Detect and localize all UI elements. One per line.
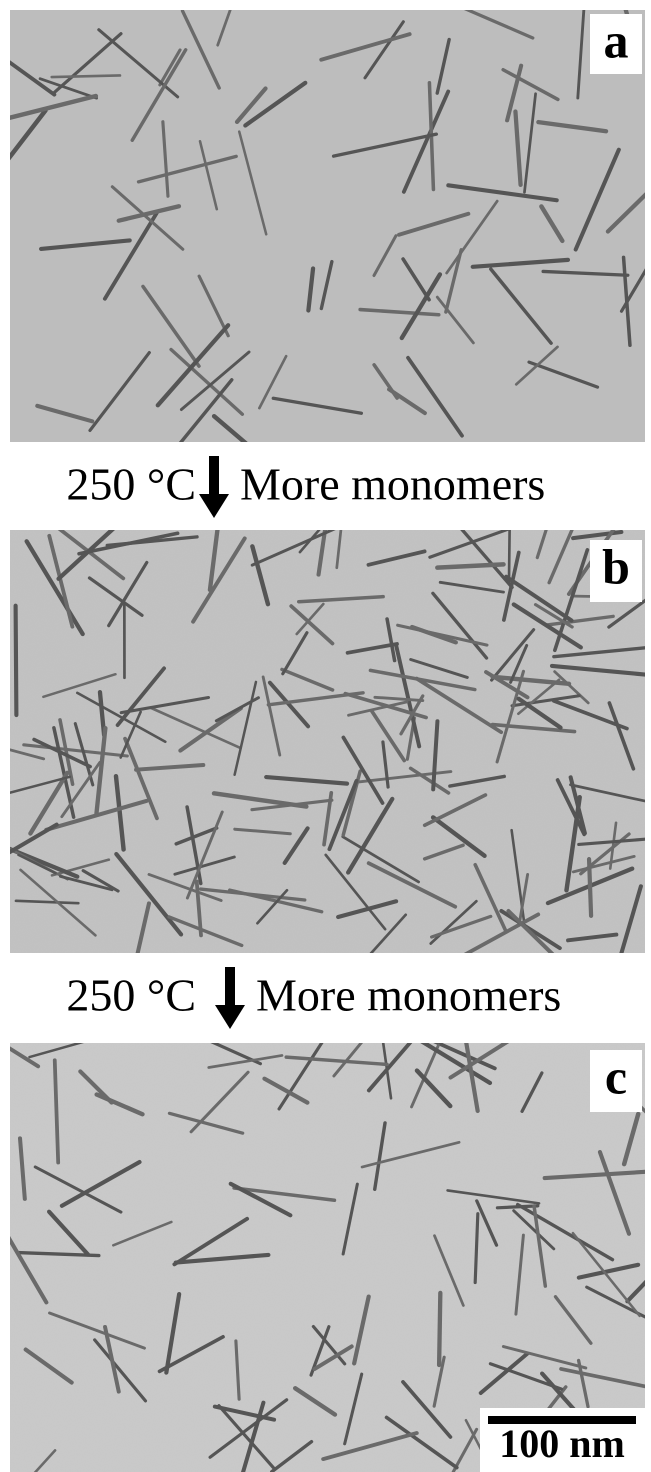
- nanorod: [589, 859, 591, 916]
- figure: a b c 250 °C More monomers 250 °C More m…: [0, 0, 651, 1472]
- scale-bar-label: 100 nm: [499, 1421, 625, 1466]
- nanorod: [509, 523, 510, 582]
- step-temperature: 250 °C: [66, 970, 196, 1021]
- panel-label: c: [605, 1048, 627, 1104]
- nanorod: [439, 1293, 440, 1365]
- arrow: [215, 967, 245, 1029]
- arrow: [199, 456, 229, 518]
- tem-panel-b: [0, 484, 651, 986]
- step-condition: More monomers: [256, 970, 561, 1021]
- tem-panel-a: [0, 0, 648, 465]
- panel-label: a: [604, 12, 629, 68]
- step-condition: More monomers: [240, 459, 545, 510]
- panel-label: b: [602, 538, 630, 594]
- step-temperature: 250 °C: [66, 459, 196, 510]
- tem-panel-c: [0, 998, 651, 1472]
- nanorod: [52, 75, 120, 77]
- nanorod: [16, 606, 17, 715]
